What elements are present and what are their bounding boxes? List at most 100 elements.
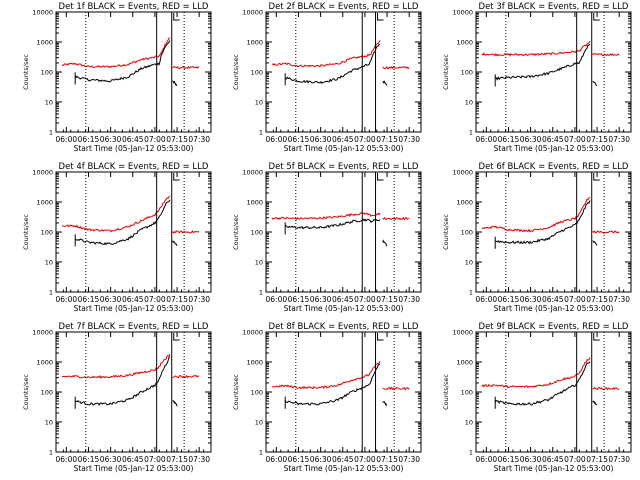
plot-frame	[265, 171, 422, 293]
lld-series-line	[61, 195, 171, 233]
x-tick-label: 07:30	[608, 455, 630, 464]
events-series-line	[494, 361, 591, 406]
y-axis-label: Counts/sec	[22, 54, 30, 90]
x-tick-label: 06:15	[288, 295, 310, 304]
y-tick-label: 10000	[32, 329, 53, 337]
x-tick-label: 07:00	[144, 455, 166, 464]
plot-area	[271, 40, 410, 86]
x-tick-label: 06:45	[542, 455, 564, 464]
corner-marker-icon	[173, 333, 180, 341]
y-tick-label: 10	[45, 99, 53, 107]
corner-marker-icon	[377, 333, 384, 341]
y-axis-label: Counts/sec	[442, 214, 450, 250]
y-tick-label: 1000	[36, 39, 53, 47]
panel-det-4: Det 4f BLACK = Events, RED = LLD 1 10 100 10…	[22, 162, 212, 313]
x-tick-label: 06:00	[266, 455, 288, 464]
panel-title: Det 5f BLACK = Events, RED = LLD	[269, 162, 419, 172]
panel-title: Det 8f BLACK = Events, RED = LLD	[269, 322, 419, 332]
events-series-line	[75, 199, 171, 246]
y-tick-label: 1000	[456, 39, 473, 47]
lld-series-line-after	[382, 386, 410, 391]
y-tick-label: 10	[45, 259, 53, 267]
y-tick-label: 100	[41, 389, 53, 397]
x-tick-label: 06:15	[288, 135, 310, 144]
x-tick-label: 06:45	[332, 295, 354, 304]
x-axis-label: Start Time (05-Jan-12 05:53:00)	[494, 304, 614, 313]
x-tick-label: 07:30	[608, 295, 630, 304]
x-tick-label: 06:15	[498, 295, 520, 304]
y-tick-label: 1000	[456, 359, 473, 367]
x-axis-label: Start Time (05-Jan-12 05:53:00)	[74, 464, 194, 473]
panel-title: Det 4f BLACK = Events, RED = LLD	[59, 162, 209, 172]
y-tick-label: 1	[49, 129, 53, 137]
plot-area	[61, 353, 200, 409]
y-tick-label: 100	[251, 69, 263, 77]
corner-marker-icon	[173, 173, 180, 181]
y-tick-label: 10000	[242, 169, 263, 177]
y-tick-label: 1	[469, 449, 473, 457]
x-axis-label: Start Time (05-Jan-12 05:53:00)	[74, 304, 194, 313]
x-tick-label: 06:00	[56, 135, 78, 144]
lld-series-line-after	[382, 65, 410, 70]
x-tick-label: 06:00	[266, 295, 288, 304]
corner-marker-icon	[173, 13, 180, 21]
plot-frame	[55, 11, 212, 133]
lld-series-line	[481, 196, 591, 233]
x-tick-label: 07:15	[376, 295, 398, 304]
x-tick-label: 06:00	[56, 295, 78, 304]
y-axis-label: Counts/sec	[442, 54, 450, 90]
x-tick-label: 07:00	[564, 135, 586, 144]
x-tick-label: 06:45	[542, 295, 564, 304]
y-tick-label: 1000	[246, 199, 263, 207]
x-tick-label: 07:00	[354, 295, 376, 304]
y-tick-label: 10	[255, 259, 263, 267]
x-tick-label: 06:30	[520, 295, 542, 304]
corner-marker-icon	[593, 13, 600, 21]
x-tick-label: 06:45	[122, 295, 144, 304]
x-axis-label: Start Time (05-Jan-12 05:53:00)	[494, 464, 614, 473]
x-tick-label: 06:00	[476, 135, 498, 144]
y-tick-label: 100	[251, 389, 263, 397]
x-tick-label: 06:45	[332, 135, 354, 144]
x-tick-label: 06:30	[310, 295, 332, 304]
plot-area	[271, 212, 410, 247]
plot-frame	[55, 331, 212, 453]
x-tick-label: 06:30	[310, 455, 332, 464]
x-tick-label: 06:30	[310, 135, 332, 144]
x-tick-label: 06:00	[476, 455, 498, 464]
y-axis-label: Counts/sec	[22, 374, 30, 410]
panel-det-2: Det 2f BLACK = Events, RED = LLD 1 10 100 10…	[232, 2, 422, 153]
x-axis-label: Start Time (05-Jan-12 05:53:00)	[284, 144, 404, 153]
lld-series-line-after	[592, 230, 620, 234]
panel-det-9: Det 9f BLACK = Events, RED = LLD 1 10 100 10…	[442, 322, 632, 473]
x-tick-label: 06:15	[288, 455, 310, 464]
events-series-line-after	[592, 240, 598, 246]
lld-series-line	[481, 357, 591, 389]
plot-area	[61, 37, 200, 87]
x-axis-label: Start Time (05-Jan-12 05:53:00)	[494, 144, 614, 153]
y-tick-label: 10000	[32, 169, 53, 177]
y-tick-label: 10	[45, 419, 53, 427]
x-tick-label: 06:30	[100, 135, 122, 144]
x-tick-label: 06:45	[122, 455, 144, 464]
y-tick-label: 100	[41, 229, 53, 237]
x-tick-label: 06:45	[122, 135, 144, 144]
lld-series-line	[61, 353, 171, 380]
x-tick-label: 07:15	[586, 135, 608, 144]
x-tick-label: 06:00	[56, 455, 78, 464]
plot-area	[61, 195, 200, 247]
x-tick-label: 06:30	[100, 455, 122, 464]
events-series-line-after	[592, 400, 598, 406]
x-tick-label: 07:15	[166, 455, 188, 464]
y-tick-label: 10000	[242, 9, 263, 17]
plot-area	[481, 196, 620, 249]
lld-series-line-after	[592, 53, 620, 57]
y-tick-label: 10000	[32, 9, 53, 17]
x-axis-label: Start Time (05-Jan-12 05:53:00)	[284, 304, 404, 313]
y-tick-label: 1000	[36, 359, 53, 367]
events-series-line-after	[172, 240, 178, 247]
lld-series-line	[271, 40, 381, 68]
y-tick-label: 10	[255, 419, 263, 427]
y-tick-label: 100	[251, 229, 263, 237]
panel-title: Det 6f BLACK = Events, RED = LLD	[479, 162, 629, 172]
